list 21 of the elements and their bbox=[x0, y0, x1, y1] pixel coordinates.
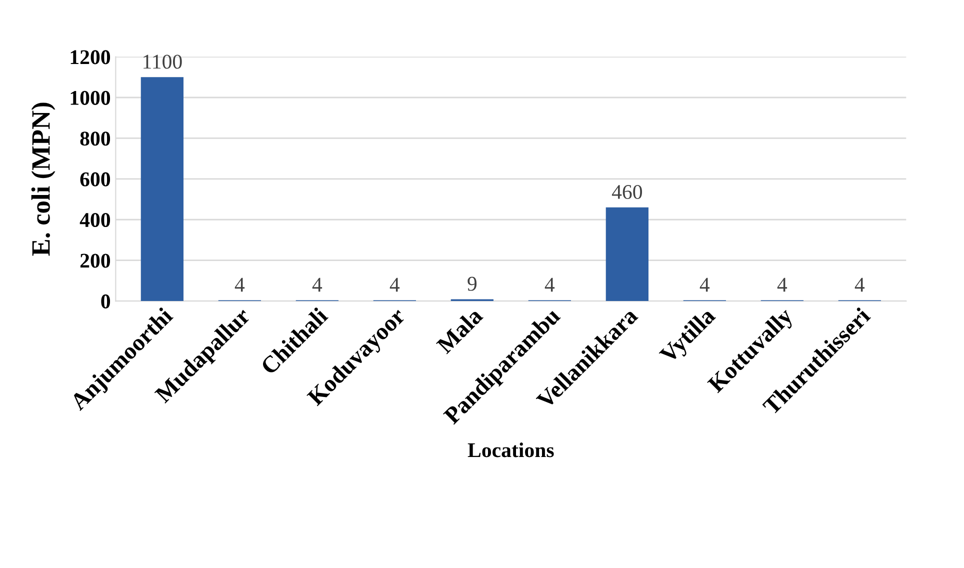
data-label: 4 bbox=[700, 278, 710, 292]
y-axis-title: E. coli (MPN) bbox=[31, 102, 56, 256]
y-tick-label: 400 bbox=[80, 213, 110, 228]
data-label: 4 bbox=[777, 278, 788, 292]
y-tick-label: 200 bbox=[80, 254, 110, 268]
data-label: 4 bbox=[544, 278, 555, 292]
data-label: 4 bbox=[390, 278, 400, 292]
bar bbox=[606, 207, 648, 302]
y-tick-label: 1000 bbox=[70, 90, 110, 105]
y-tick-label: 0 bbox=[101, 294, 110, 308]
bar bbox=[140, 77, 184, 302]
x-axis-title: Locations bbox=[468, 442, 554, 458]
data-label: 4 bbox=[312, 278, 322, 292]
y-tick-label: 600 bbox=[80, 172, 110, 186]
data-label: 460 bbox=[612, 184, 642, 200]
data-label: 1100 bbox=[144, 54, 182, 69]
data-label: 4 bbox=[234, 278, 245, 292]
y-tick-label: 800 bbox=[80, 132, 110, 146]
y-tick-label: 1200 bbox=[70, 50, 110, 64]
data-label: 4 bbox=[854, 278, 865, 292]
data-label: 9 bbox=[468, 276, 477, 291]
